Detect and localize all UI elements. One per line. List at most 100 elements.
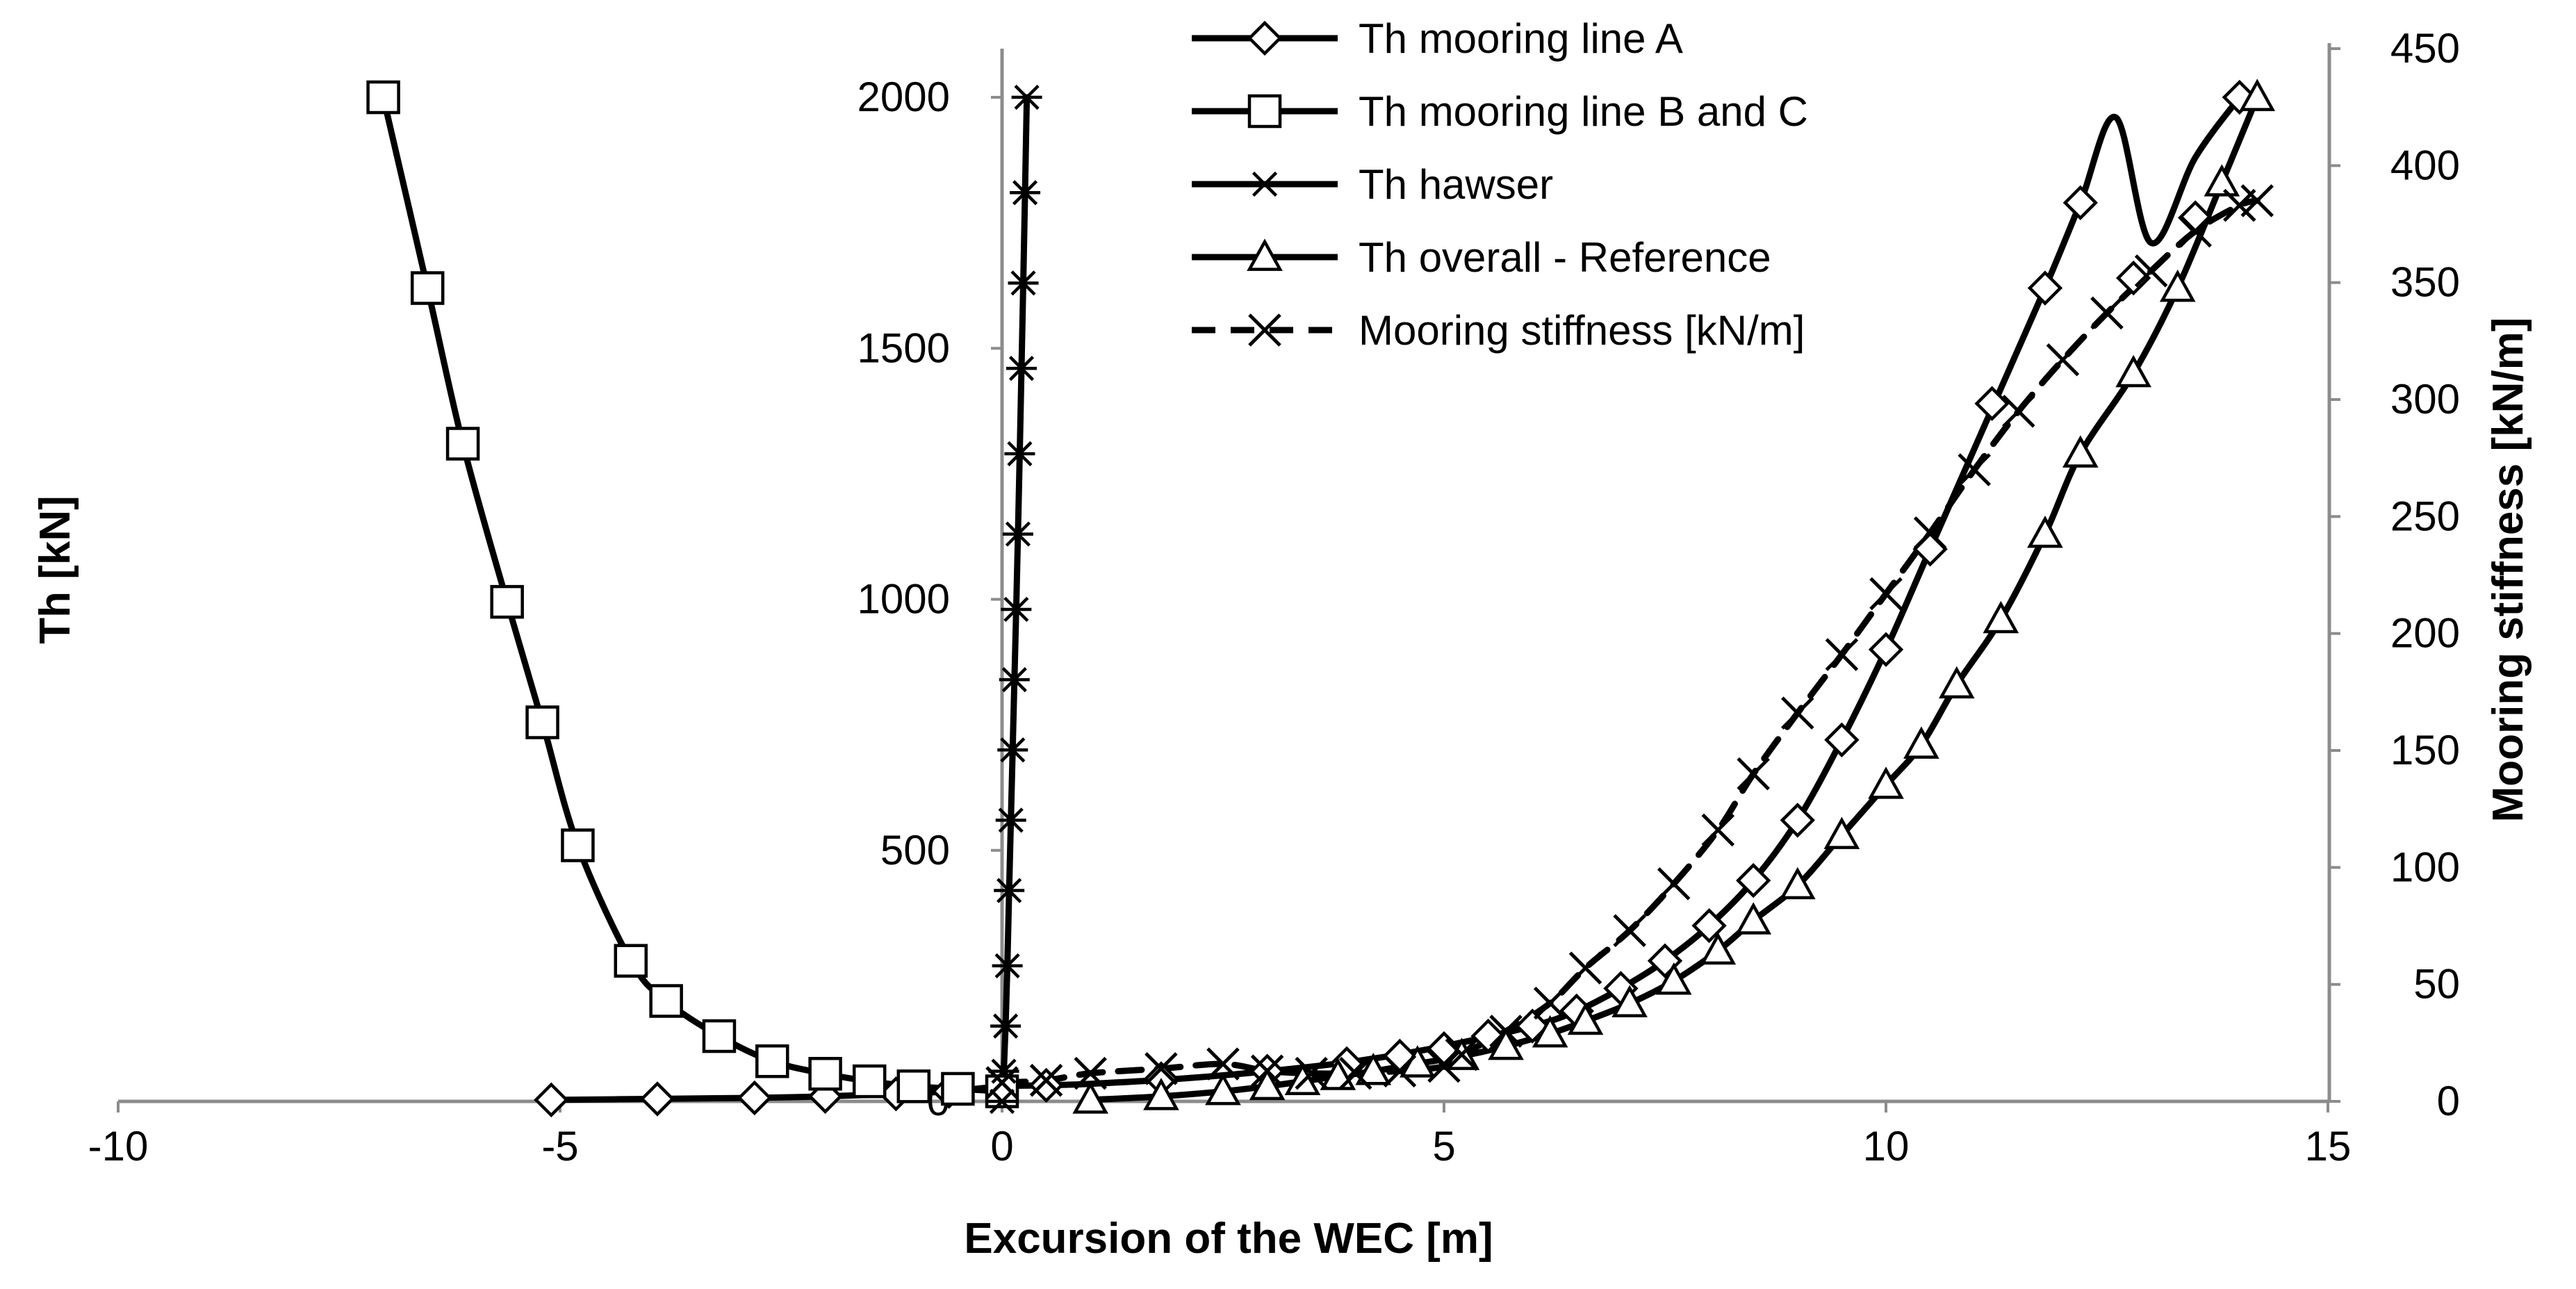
series-3-marker: [1355, 1053, 1392, 1085]
series-3-marker: [1205, 1072, 1241, 1106]
y2-tick-label: 50: [2413, 961, 2460, 1008]
series-3-marker: [2027, 515, 2063, 548]
series-0-marker: [534, 1082, 569, 1118]
series-3-marker: [1655, 962, 1692, 995]
x-axis-title: Excursion of the WEC [m]: [964, 1215, 1493, 1263]
series-4-marker: [1489, 1015, 1523, 1048]
x-tick-label: 0: [990, 1123, 1013, 1169]
ticks: -10 -5 0 5 10 1505001000150020000501001502002…: [88, 25, 2460, 1169]
y2-tick-label: 450: [2390, 25, 2460, 72]
series-3-marker: [1488, 1027, 1524, 1060]
series-2-marker: [1008, 270, 1039, 296]
y2-tick-label: 150: [2390, 727, 2460, 773]
series-4-marker: [1295, 1056, 1328, 1090]
y2-axis-title: Mooring stiffness [kN/m]: [2484, 318, 2532, 823]
series-0-marker: [1028, 1067, 1064, 1103]
series-3-marker: [1903, 726, 1939, 759]
series-1-marker: [808, 1057, 842, 1091]
series-1-marker: [366, 80, 400, 115]
legend-marker-0: [1247, 20, 1283, 56]
series-3-marker: [1700, 932, 1737, 965]
series-4-marker: [2090, 296, 2124, 330]
legend-marker-3: [1247, 238, 1283, 271]
y2-tick-label: 200: [2390, 610, 2460, 657]
series-4-marker: [1568, 951, 1602, 985]
legend-label-0: Th mooring line A: [1359, 15, 1683, 62]
series-0-marker: [1824, 722, 1860, 757]
series-2-marker: [1001, 596, 1032, 623]
series-1-marker: [649, 984, 683, 1018]
series-2-marker: [987, 1088, 1017, 1115]
series-0-marker: [1974, 386, 2010, 421]
legend-label-1: Th mooring line B and C: [1359, 88, 1808, 135]
series-0-marker: [2062, 185, 2099, 220]
series-4-marker: [1781, 696, 1814, 730]
series-3-marker: [1567, 1002, 1604, 1035]
series-2-marker: [999, 667, 1030, 693]
series-0-marker: [1912, 532, 1948, 567]
x-tick-label: 10: [1863, 1123, 1910, 1169]
series-3-marker: [1823, 816, 1860, 849]
legend-marker-4: [1248, 313, 1281, 347]
series-4-marker: [1613, 914, 1646, 948]
series-2-marker: [1006, 356, 1037, 381]
x-tick-label: 5: [1432, 1123, 1455, 1169]
series-3-marker: [1072, 1081, 1109, 1114]
series-0-marker: [737, 1080, 773, 1116]
series-4-marker: [1533, 986, 1567, 1020]
series-2-marker: [992, 953, 1023, 979]
legend-label-3: Th overall - Reference: [1359, 234, 1771, 281]
series-3-marker: [1779, 867, 1816, 900]
x-tick-label: -5: [541, 1123, 578, 1169]
series-0-marker: [1868, 632, 1904, 667]
series-4-marker: [2179, 214, 2212, 248]
x-tick-label: 15: [2305, 1123, 2352, 1169]
series-1-marker: [852, 1064, 887, 1099]
series-4-marker: [2002, 395, 2035, 428]
axes: [118, 43, 2331, 1103]
series-4-marker: [1701, 813, 1735, 847]
series-1-marker: [445, 427, 480, 461]
y2-tick-label: 100: [2390, 844, 2460, 890]
series-3-marker: [2159, 269, 2196, 302]
series-2-marker: [997, 737, 1028, 763]
series-2-marker: [1002, 521, 1033, 547]
series-0-marker: [1736, 862, 1771, 898]
y2-tick-label: 0: [2437, 1078, 2460, 1124]
y-tick-label: 1000: [858, 576, 950, 623]
series-2-marker: [1010, 180, 1041, 206]
series-3-marker: [1249, 1067, 1286, 1101]
series-2-marker: [990, 1013, 1022, 1039]
y2-tick-label: 250: [2390, 493, 2460, 539]
series-1-marker: [490, 584, 524, 619]
series-3-marker: [1983, 600, 2019, 634]
series-4-marker: [1657, 867, 1691, 901]
y-tick-label: 2000: [858, 74, 950, 120]
series-2-marker: [994, 878, 1025, 903]
series-3-marker: [2204, 164, 2240, 197]
series-1-marker: [410, 271, 445, 305]
series-layer: [380, 94, 2261, 1105]
series-4-marker: [2134, 254, 2168, 288]
series-4-marker: [2240, 184, 2274, 217]
series-4-marker: [1339, 1056, 1372, 1090]
series-3-marker: [1611, 985, 1648, 1017]
y2-tick-label: 400: [2390, 142, 2460, 188]
series-0-marker: [639, 1081, 675, 1117]
series-0-marker: [1470, 1018, 1506, 1054]
series-1-marker: [896, 1069, 931, 1103]
series-1-marker: [525, 705, 559, 739]
series-0-marker: [2115, 260, 2151, 296]
series-0-marker: [1691, 908, 1727, 944]
series-4-marker: [1074, 1056, 1107, 1090]
series-0-marker: [1780, 803, 1815, 838]
series-4-marker: [985, 1066, 1019, 1099]
series-3-marker: [1532, 1015, 1568, 1048]
series-3-marker: [1868, 766, 1904, 799]
series-4-marker: [1427, 1049, 1461, 1083]
legend-marker-1: [1247, 94, 1282, 129]
y2-tick-label: 300: [2390, 376, 2460, 422]
series-3-marker: [1735, 902, 1772, 935]
